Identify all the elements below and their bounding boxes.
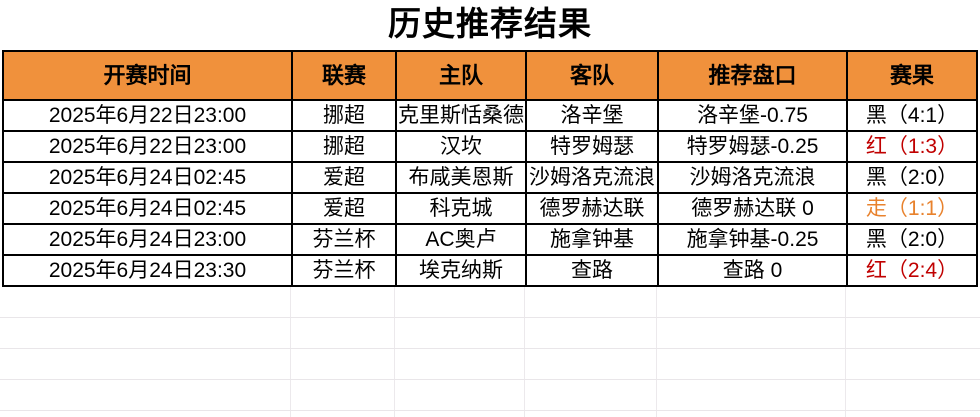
cell-result[interactable]: 红（1:3） — [865, 135, 959, 158]
empty-row — [0, 380, 980, 411]
empty-cell[interactable] — [846, 349, 980, 379]
cell-time[interactable]: 2025年6月24日23:00 — [4, 225, 293, 254]
empty-cell[interactable] — [0, 380, 291, 410]
empty-cell[interactable] — [395, 287, 525, 317]
empty-row — [0, 287, 980, 318]
cell-handicap[interactable]: 查路 0 — [659, 256, 848, 285]
cell-result[interactable]: 黑（2:0） — [865, 228, 959, 251]
empty-cell[interactable] — [657, 411, 846, 417]
empty-cell[interactable] — [0, 287, 291, 317]
header-cell-home[interactable]: 主队 — [397, 52, 527, 99]
cell-time[interactable]: 2025年6月22日23:00 — [4, 132, 293, 161]
cell-league[interactable]: 挪超 — [293, 101, 397, 130]
header-cell-result[interactable]: 赛果 — [848, 52, 976, 99]
empty-cell[interactable] — [291, 318, 395, 348]
empty-cell[interactable] — [0, 318, 291, 348]
empty-cell[interactable] — [657, 349, 846, 379]
cell-away[interactable]: 德罗赫达联 — [527, 194, 659, 223]
cell-home[interactable]: AC奥卢 — [397, 225, 527, 254]
empty-cell[interactable] — [846, 318, 980, 348]
empty-cell[interactable] — [291, 411, 395, 417]
empty-cell[interactable] — [395, 411, 525, 417]
cell-time[interactable]: 2025年6月24日02:45 — [4, 194, 293, 223]
cell-home[interactable]: 科克城 — [397, 194, 527, 223]
empty-cell[interactable] — [657, 287, 846, 317]
empty-cell[interactable] — [0, 349, 291, 379]
cell-league[interactable]: 爱超 — [293, 194, 397, 223]
cell-result[interactable]: 红（2:4） — [865, 259, 959, 282]
header-cell-handicap[interactable]: 推荐盘口 — [659, 52, 848, 99]
table-row: 2025年6月24日23:30 芬兰杯 埃克纳斯 查路 查路 0 红（2:4） — [4, 256, 976, 285]
empty-cell[interactable] — [657, 380, 846, 410]
cell-handicap[interactable]: 德罗赫达联 0 — [659, 194, 848, 223]
cell-away[interactable]: 施拿钟基 — [527, 225, 659, 254]
cell-handicap[interactable]: 沙姆洛克流浪 — [659, 163, 848, 192]
empty-cell[interactable] — [525, 349, 657, 379]
table-row: 2025年6月22日23:00 挪超 汉坎 特罗姆瑟 特罗姆瑟-0.25 红（1… — [4, 132, 976, 163]
empty-cell[interactable] — [657, 318, 846, 348]
empty-cell[interactable] — [525, 287, 657, 317]
empty-cell[interactable] — [395, 318, 525, 348]
cell-result[interactable]: 黑（4:1） — [865, 104, 959, 127]
cell-away[interactable]: 特罗姆瑟 — [527, 132, 659, 161]
header-cell-league[interactable]: 联赛 — [293, 52, 397, 99]
empty-row — [0, 411, 980, 417]
empty-cell[interactable] — [291, 380, 395, 410]
empty-cell[interactable] — [395, 380, 525, 410]
cell-result[interactable]: 走（1:1） — [865, 197, 959, 220]
cell-league[interactable]: 芬兰杯 — [293, 256, 397, 285]
empty-row — [0, 318, 980, 349]
cell-away[interactable]: 查路 — [527, 256, 659, 285]
cell-home[interactable]: 布咸美恩斯 — [397, 163, 527, 192]
cell-time[interactable]: 2025年6月24日23:30 — [4, 256, 293, 285]
cell-handicap[interactable]: 特罗姆瑟-0.25 — [659, 132, 848, 161]
empty-cell[interactable] — [846, 287, 980, 317]
cell-league[interactable]: 爱超 — [293, 163, 397, 192]
empty-cell[interactable] — [291, 349, 395, 379]
cell-away[interactable]: 洛辛堡 — [527, 101, 659, 130]
cell-league[interactable]: 芬兰杯 — [293, 225, 397, 254]
table-row: 2025年6月24日02:45 爱超 布咸美恩斯 沙姆洛克流浪 沙姆洛克流浪 黑… — [4, 163, 976, 194]
empty-cell[interactable] — [525, 380, 657, 410]
empty-row — [0, 349, 980, 380]
empty-cell[interactable] — [0, 411, 291, 417]
page-title: 历史推荐结果 — [388, 5, 592, 42]
table-header-row: 开赛时间 联赛 主队 客队 推荐盘口 赛果 — [4, 52, 976, 101]
table-row: 2025年6月22日23:00 挪超 克里斯恬桑德 洛辛堡 洛辛堡-0.75 黑… — [4, 101, 976, 132]
empty-spreadsheet-grid — [0, 287, 980, 417]
cell-time[interactable]: 2025年6月22日23:00 — [4, 101, 293, 130]
cell-league[interactable]: 挪超 — [293, 132, 397, 161]
table-row: 2025年6月24日23:00 芬兰杯 AC奥卢 施拿钟基 施拿钟基-0.25 … — [4, 225, 976, 256]
cell-home[interactable]: 汉坎 — [397, 132, 527, 161]
cell-home[interactable]: 埃克纳斯 — [397, 256, 527, 285]
cell-result[interactable]: 黑（2:0） — [865, 166, 959, 189]
header-cell-away[interactable]: 客队 — [527, 52, 659, 99]
empty-cell[interactable] — [395, 349, 525, 379]
empty-cell[interactable] — [525, 411, 657, 417]
cell-home[interactable]: 克里斯恬桑德 — [397, 101, 527, 130]
cell-handicap[interactable]: 施拿钟基-0.25 — [659, 225, 848, 254]
header-cell-time[interactable]: 开赛时间 — [4, 52, 293, 99]
results-table: 开赛时间 联赛 主队 客队 推荐盘口 赛果 2025年6月22日23:00 挪超… — [2, 50, 978, 287]
empty-cell[interactable] — [846, 380, 980, 410]
empty-cell[interactable] — [846, 411, 980, 417]
cell-time[interactable]: 2025年6月24日02:45 — [4, 163, 293, 192]
cell-away[interactable]: 沙姆洛克流浪 — [527, 163, 659, 192]
cell-handicap[interactable]: 洛辛堡-0.75 — [659, 101, 848, 130]
table-row: 2025年6月24日02:45 爱超 科克城 德罗赫达联 德罗赫达联 0 走（1… — [4, 194, 976, 225]
empty-cell[interactable] — [525, 318, 657, 348]
empty-cell[interactable] — [291, 287, 395, 317]
